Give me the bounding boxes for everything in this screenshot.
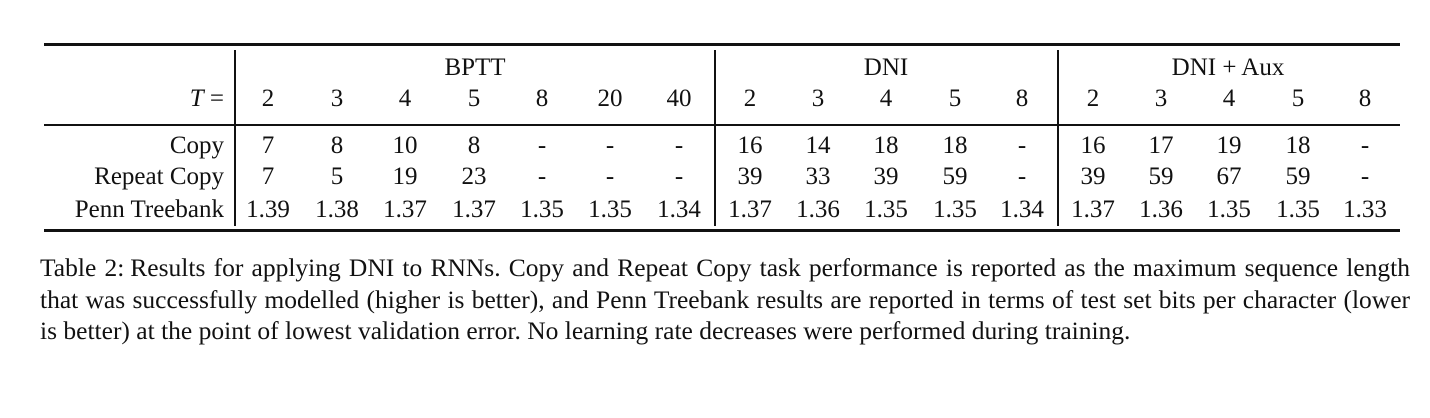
table-cell: - xyxy=(537,163,547,190)
column-header: 4 xyxy=(879,85,893,112)
table-cell: - xyxy=(1017,163,1027,190)
table-caption: Table 2: Results for applying DNI to RNNs… xyxy=(40,252,1410,347)
group-header: DNI xyxy=(863,54,909,81)
table-cell: 1.37 xyxy=(1071,196,1115,223)
column-header: 2 xyxy=(261,85,275,112)
table-cell: 59 xyxy=(1285,163,1311,190)
table-cell: 8 xyxy=(467,132,481,159)
table-top-rule xyxy=(44,43,1400,46)
table-cell: 19 xyxy=(392,163,418,190)
column-header: 8 xyxy=(1015,85,1029,112)
table-cell: 17 xyxy=(1148,132,1174,159)
table-cell: 10 xyxy=(392,132,418,159)
table-cell: 7 xyxy=(261,163,275,190)
table-cell: 1.33 xyxy=(1343,196,1387,223)
table-cell: - xyxy=(674,132,684,159)
table-cell: 1.34 xyxy=(657,196,701,223)
table-cell: 1.37 xyxy=(452,196,496,223)
column-separator xyxy=(714,50,716,226)
table-header-rule xyxy=(44,124,1400,126)
column-header: 2 xyxy=(743,85,757,112)
table-cell: - xyxy=(605,163,615,190)
table-cell: 1.35 xyxy=(864,196,908,223)
caption-text: Results for applying DNI to RNNs. Copy a… xyxy=(40,253,1410,345)
table-cell: 14 xyxy=(805,132,831,159)
table-cell: 33 xyxy=(805,163,831,190)
column-header: 5 xyxy=(467,85,481,112)
table-cell: 16 xyxy=(1080,132,1106,159)
table-cell: - xyxy=(605,132,615,159)
row-label: Repeat Copy xyxy=(94,163,224,190)
table-cell: 39 xyxy=(737,163,763,190)
column-header: 40 xyxy=(666,85,692,112)
column-header: 20 xyxy=(597,85,623,112)
table-cell: 16 xyxy=(737,132,763,159)
table-cell: 1.39 xyxy=(246,196,290,223)
column-header: 4 xyxy=(1222,85,1236,112)
table-cell: - xyxy=(1360,163,1370,190)
table-cell: 1.34 xyxy=(1000,196,1044,223)
table-cell: 18 xyxy=(1285,132,1311,159)
table-cell: 1.36 xyxy=(1139,196,1183,223)
table-bottom-rule xyxy=(44,229,1400,232)
group-header: BPTT xyxy=(444,54,506,81)
table-cell: 67 xyxy=(1216,163,1242,190)
table-cell: 1.35 xyxy=(588,196,632,223)
table-cell: 1.35 xyxy=(1207,196,1251,223)
table-cell: 1.35 xyxy=(1276,196,1320,223)
table-cell: - xyxy=(1360,132,1370,159)
table-cell: 1.37 xyxy=(383,196,427,223)
table-cell: 1.36 xyxy=(796,196,840,223)
table-cell: 59 xyxy=(942,163,968,190)
column-header: 3 xyxy=(330,85,344,112)
column-separator xyxy=(234,50,236,226)
column-header: 5 xyxy=(1291,85,1305,112)
table-cell: - xyxy=(1017,132,1027,159)
table-cell: 23 xyxy=(461,163,487,190)
column-header: 3 xyxy=(811,85,825,112)
table-cell: 5 xyxy=(330,163,344,190)
table-cell: 18 xyxy=(942,132,968,159)
table-cell: 39 xyxy=(1080,163,1106,190)
column-header: 8 xyxy=(535,85,549,112)
table-cell: 1.35 xyxy=(520,196,564,223)
table-cell: 1.37 xyxy=(728,196,772,223)
table-cell: 19 xyxy=(1216,132,1242,159)
column-header: 4 xyxy=(398,85,412,112)
table-cell: 8 xyxy=(330,132,344,159)
column-header: 5 xyxy=(948,85,962,112)
table-cell: - xyxy=(537,132,547,159)
table-cell: 59 xyxy=(1148,163,1174,190)
table-cell: 7 xyxy=(261,132,275,159)
table-cell: 1.38 xyxy=(315,196,359,223)
table-cell: 39 xyxy=(873,163,899,190)
column-header: 3 xyxy=(1154,85,1168,112)
table-cell: 18 xyxy=(873,132,899,159)
table-cell: - xyxy=(674,163,684,190)
row-label: Copy xyxy=(169,132,224,159)
column-header: 2 xyxy=(1086,85,1100,112)
column-header: 8 xyxy=(1358,85,1372,112)
table-cell: 1.35 xyxy=(933,196,977,223)
group-header: DNI + Aux xyxy=(1171,54,1285,81)
header-label: T = xyxy=(189,85,224,112)
row-label: Penn Treebank xyxy=(74,196,224,223)
caption-label: Table 2: xyxy=(40,253,125,282)
column-separator xyxy=(1057,50,1059,226)
